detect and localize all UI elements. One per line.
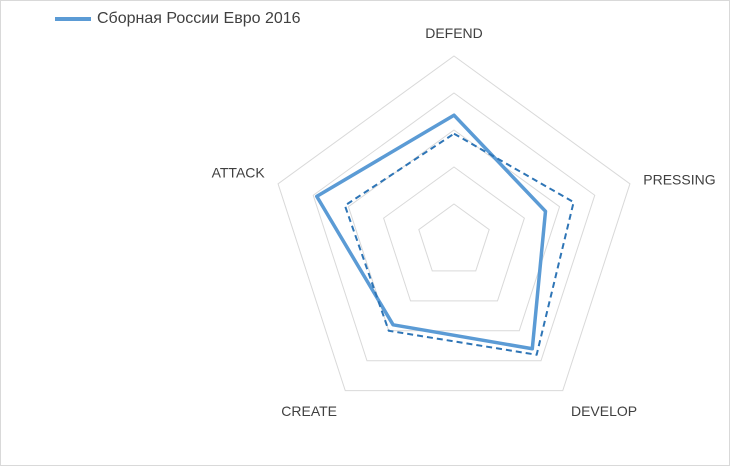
chart-legend: Сборная России Евро 2016 <box>55 10 301 28</box>
axis-label-defend: DEFEND <box>425 25 483 41</box>
radar-grid <box>277 55 631 392</box>
grid-ring-5 <box>277 55 631 392</box>
grid-ring-4 <box>312 92 596 362</box>
axis-labels: DEFEND PRESSING DEVELOP CREATE ATTACK <box>212 25 716 419</box>
axis-label-pressing: PRESSING <box>643 172 715 188</box>
axis-label-attack: ATTACK <box>212 165 266 181</box>
grid-ring-3 <box>347 129 561 332</box>
axis-label-create: CREATE <box>281 403 337 419</box>
series-1-line <box>315 113 548 351</box>
grid-ring-1 <box>418 203 490 272</box>
series-2-line <box>343 132 575 356</box>
legend-swatch <box>55 17 91 21</box>
grid-ring-2 <box>383 166 525 302</box>
radar-series <box>315 113 575 356</box>
legend-label: Сборная России Евро 2016 <box>97 10 301 27</box>
axis-label-develop: DEVELOP <box>571 403 637 419</box>
